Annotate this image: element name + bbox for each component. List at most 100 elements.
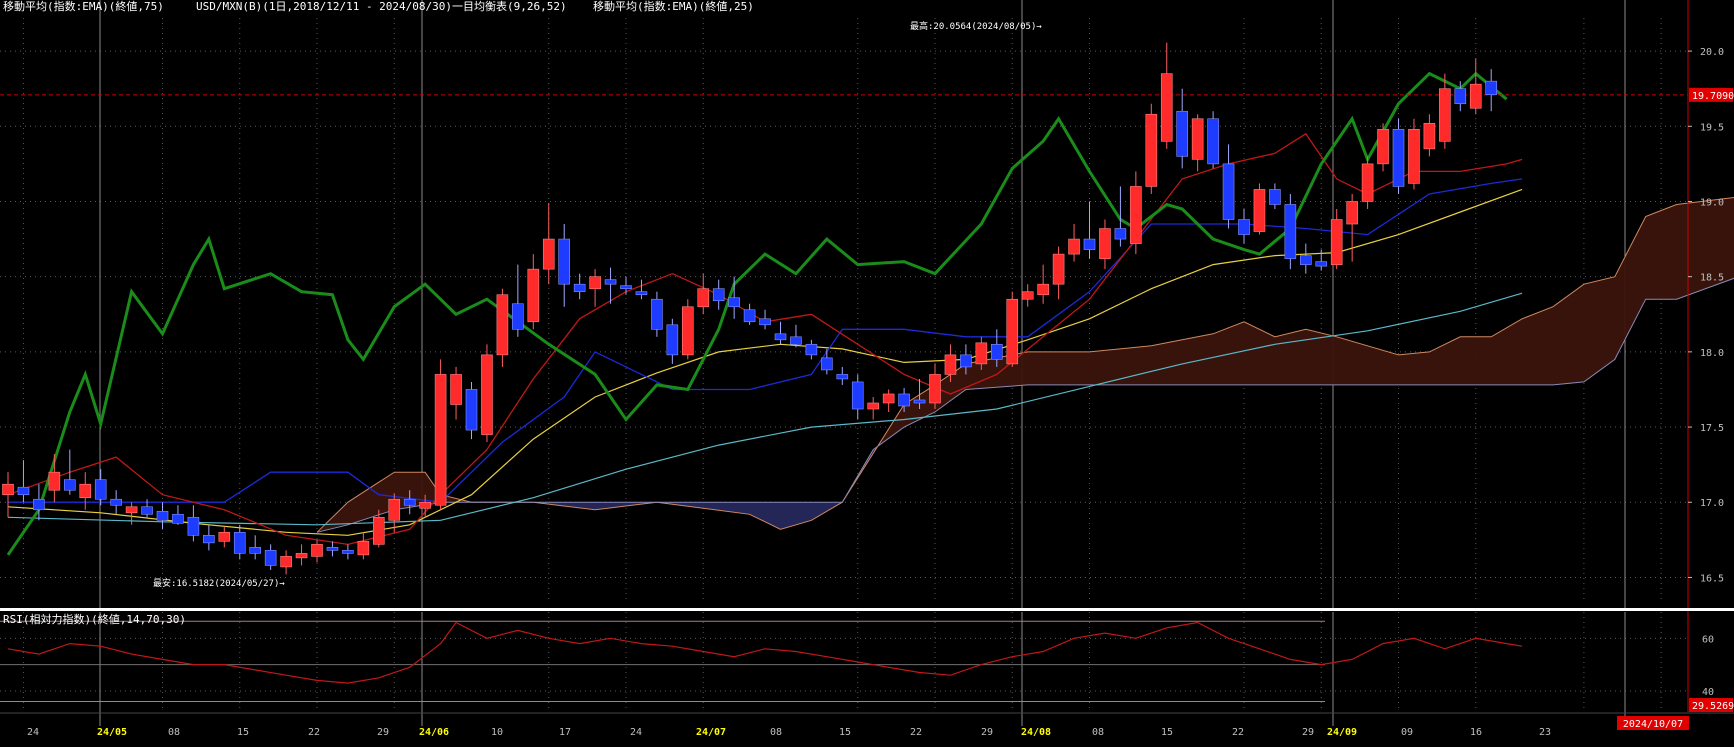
candle-down	[156, 510, 169, 521]
candle-up	[1145, 113, 1158, 187]
candle-down	[990, 344, 1003, 360]
candle-up	[125, 506, 138, 514]
candle-down	[64, 479, 76, 491]
ema25-legend: 移動平均(指数:EMA)(終値,25)	[593, 0, 754, 13]
time-tick-label: 29	[981, 727, 993, 738]
candle-down	[1207, 118, 1219, 165]
candle-up	[929, 374, 941, 404]
candle-up	[681, 306, 694, 356]
candle-up	[450, 374, 462, 405]
candle-down	[913, 399, 926, 404]
candle-up	[311, 544, 323, 557]
ema75-legend: 移動平均(指数:EMA)(終値,75)	[3, 0, 164, 13]
candle-down	[790, 336, 802, 345]
time-tick-label: 16	[1470, 727, 1482, 738]
candle-up	[1160, 73, 1173, 142]
time-tick-label: 22	[910, 727, 922, 738]
candle-down	[512, 303, 524, 330]
symbol-title: USD/MXN(B)(1日,2018/12/11 - 2024/08/30)	[196, 0, 452, 13]
ichimoku-legend: 一目均衡表(9,26,52)	[452, 0, 567, 13]
candle-up	[1068, 238, 1080, 255]
candle-up	[218, 532, 231, 542]
candle-up	[2, 483, 14, 496]
candle-down	[342, 550, 354, 554]
time-tick-label: 15	[839, 727, 851, 738]
candle-up	[1361, 163, 1374, 202]
candle-up	[1346, 201, 1358, 225]
candle-down	[821, 357, 833, 371]
current-price-label: 19.7090	[1692, 91, 1734, 102]
time-tick-label: 24/09	[1327, 727, 1357, 738]
candle-down	[573, 283, 586, 293]
candle-down	[558, 238, 571, 285]
kumo-bearish	[541, 502, 657, 510]
time-tick-label: 22	[308, 727, 320, 738]
candle-down	[94, 479, 107, 500]
time-tick-label: 15	[237, 727, 249, 738]
candle-up	[481, 354, 493, 435]
candle-down	[1485, 80, 1497, 95]
time-tick-label: 29	[377, 727, 389, 738]
candle-down	[1222, 163, 1235, 220]
candle-down	[326, 547, 339, 551]
time-tick-label: 08	[1092, 727, 1104, 738]
candle-down	[620, 285, 632, 289]
candle-down	[604, 279, 617, 285]
candle-up	[882, 393, 895, 404]
candle-down	[898, 393, 910, 407]
low-annotation: 最安:16.5182(2024/05/27)→	[153, 577, 285, 589]
candle-down	[759, 318, 771, 326]
candle-down	[1176, 110, 1188, 157]
candle-down	[187, 516, 200, 536]
candle-down	[264, 550, 277, 566]
time-tick-label: 22	[1232, 727, 1244, 738]
candle-up	[589, 276, 601, 289]
candle-down	[33, 498, 45, 511]
price-tick-label: 17.5	[1700, 423, 1724, 434]
cursor-date-box	[1617, 716, 1689, 730]
candle-down	[110, 498, 122, 506]
kijun-sen-line	[8, 178, 1523, 503]
panel-separator	[0, 608, 1734, 611]
candle-up	[79, 483, 92, 499]
candle-up	[1130, 186, 1142, 244]
rsi-line	[7, 621, 1523, 684]
candle-down	[1454, 88, 1467, 105]
candle-down	[836, 374, 849, 380]
candle-up	[1099, 228, 1111, 259]
senkou-span-a	[316, 197, 1734, 533]
candle-up	[1330, 219, 1343, 265]
candle-down	[1315, 261, 1328, 267]
candle-up	[1423, 122, 1436, 150]
candlesticks	[2, 42, 1497, 575]
time-tick-label: 08	[770, 727, 782, 738]
rsi-value-box	[1689, 698, 1733, 712]
candle-down	[666, 324, 679, 356]
candle-up	[1191, 118, 1204, 160]
rsi-tick-label: 40	[1702, 687, 1714, 698]
time-tick-label: 08	[168, 727, 180, 738]
candle-up	[1439, 88, 1451, 142]
price-tick-label: 18.5	[1700, 273, 1724, 284]
candle-down	[141, 506, 153, 515]
cursor-date-label: 2024/10/07	[1623, 719, 1683, 730]
time-tick-label: 10	[491, 727, 503, 738]
candle-up	[867, 402, 880, 410]
price-tick-label: 18.0	[1700, 348, 1724, 359]
candle-down	[712, 288, 725, 302]
candle-up	[1021, 291, 1034, 300]
candle-up	[1377, 128, 1389, 165]
candle-down	[249, 547, 261, 554]
candle-up	[527, 268, 540, 323]
time-tick-label: 24/06	[419, 727, 449, 738]
candle-down	[1269, 189, 1281, 205]
candle-down	[1114, 228, 1127, 240]
time-tick-label: 24	[27, 727, 39, 738]
candle-up	[434, 374, 447, 506]
price-tick-label: 16.5	[1700, 573, 1724, 584]
candle-up	[1052, 253, 1065, 285]
candle-down	[651, 298, 663, 330]
